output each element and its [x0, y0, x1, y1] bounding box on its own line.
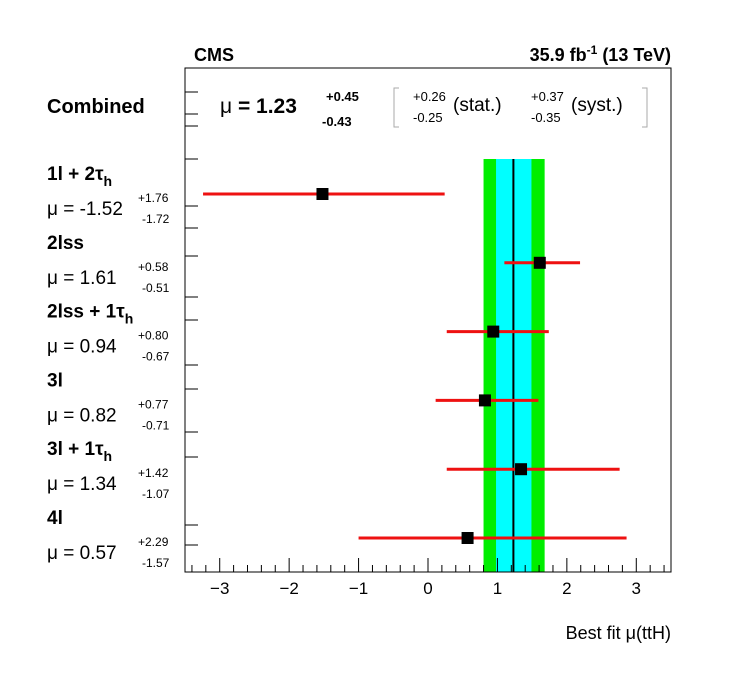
marker-1 [533, 256, 546, 269]
category-name-4: 3l + 1τh [47, 439, 112, 464]
category-mu-5: μ = 0.57 [47, 543, 117, 564]
marker-5 [461, 532, 474, 544]
category-err-up-3: +0.77 [138, 397, 169, 411]
combined-err-down: -0.43 [322, 114, 352, 129]
x-tick-label: 2 [562, 579, 571, 598]
combined-mu: μ = 1.23 [220, 95, 297, 118]
luminosity-label: 35.9 fb-1 (13 TeV) [530, 43, 671, 65]
category-err-down-0: -1.72 [142, 212, 170, 226]
category-labels: 1l + 2τh μ = -1.52 +1.76 -1.72 2lss μ = 1.61 +… [47, 164, 170, 570]
category-err-down-2: -0.67 [142, 350, 170, 364]
x-axis-title: Best fit μ(ttH) [566, 623, 671, 643]
marker-4 [515, 463, 528, 476]
combined-err-up: +0.45 [326, 89, 359, 104]
category-mu-0: μ = -1.52 [47, 199, 123, 220]
category-err-up-1: +0.58 [138, 260, 169, 274]
category-err-up-5: +2.29 [138, 535, 169, 549]
combined-mu-symbol: μ [220, 95, 232, 118]
marker-2 [487, 325, 500, 338]
combined-mu-value: = 1.23 [232, 95, 297, 118]
category-errorbars [203, 192, 627, 540]
category-err-down-4: -1.07 [142, 487, 170, 501]
stat-label: (stat.) [453, 95, 502, 116]
stat-down: -0.25 [413, 110, 443, 125]
syst-up: +0.37 [531, 89, 564, 104]
x-tick-label: −3 [210, 579, 229, 598]
category-markers [316, 188, 546, 544]
syst-down: -0.35 [531, 110, 561, 125]
marker-3 [478, 394, 491, 407]
combined-label: Combined [47, 96, 145, 118]
experiment-label: CMS [194, 45, 234, 65]
combined-bracket-right [642, 87, 648, 128]
combined-bracket-left [393, 87, 399, 128]
x-tick-label: 3 [632, 579, 641, 598]
y-axis-ticks [185, 91, 198, 546]
category-mu-2: μ = 0.94 [47, 337, 117, 358]
category-name-3: 3l [47, 370, 63, 391]
category-err-up-4: +1.42 [138, 466, 169, 480]
category-err-down-1: -0.51 [142, 281, 170, 295]
category-err-up-0: +1.76 [138, 191, 169, 205]
x-axis-tick-labels: −3 −2 −1 0 1 2 3 [210, 579, 641, 598]
x-tick-label: 0 [423, 579, 432, 598]
category-mu-3: μ = 0.82 [47, 405, 117, 426]
category-err-down-5: -1.57 [142, 556, 170, 570]
plot-frame [184, 67, 672, 573]
category-name-2: 2lss + 1τh [47, 302, 133, 327]
x-tick-label: −2 [279, 579, 298, 598]
syst-label: (syst.) [571, 95, 623, 116]
category-err-down-3: -0.71 [142, 418, 170, 432]
category-name-1: 2lss [47, 233, 84, 254]
x-tick-label: −1 [349, 579, 368, 598]
category-name-0: 1l + 2τh [47, 164, 112, 189]
marker-0 [316, 188, 329, 200]
lumi-energy: (13 TeV) [597, 45, 671, 65]
category-err-up-2: +0.80 [138, 329, 169, 343]
lumi-exponent: -1 [587, 43, 598, 57]
x-tick-label: 1 [493, 579, 502, 598]
x-axis-ticks [191, 558, 665, 572]
category-name-5: 4l [47, 508, 63, 529]
category-mu-4: μ = 1.34 [47, 474, 117, 495]
category-mu-1: μ = 1.61 [47, 268, 117, 289]
stat-up: +0.26 [413, 89, 446, 104]
lumi-value: 35.9 fb [530, 45, 587, 65]
